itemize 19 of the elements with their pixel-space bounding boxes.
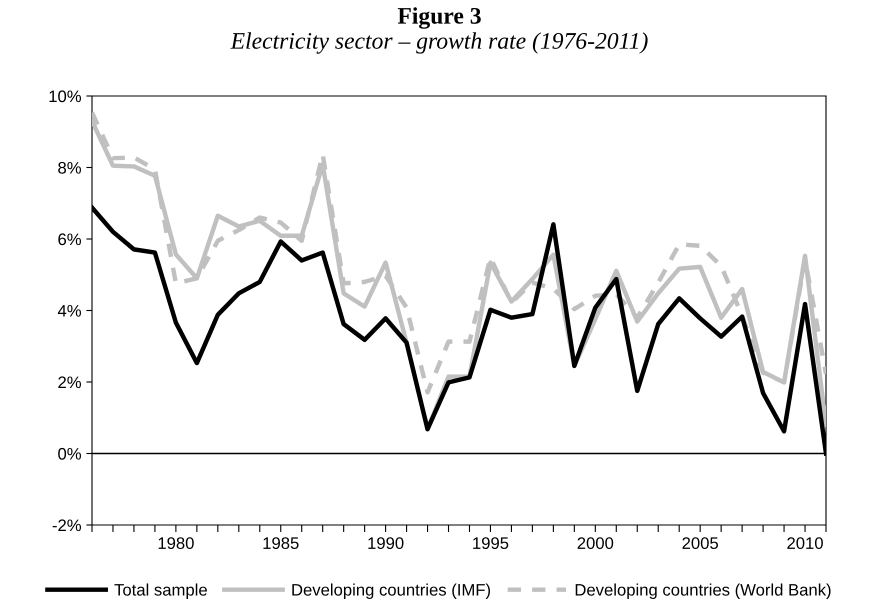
y-tick-label: 0% bbox=[58, 448, 81, 460]
y-tick-label: 4% bbox=[58, 304, 81, 317]
legend-label: Developing countries (IMF) bbox=[292, 583, 490, 599]
chart-subtitle: Electricity sector – growth rate (1976-2011) bbox=[230, 32, 648, 54]
y-tick-label: 2% bbox=[58, 376, 81, 388]
y-tick-label: 8% bbox=[58, 162, 81, 174]
chart-title: Figure 3 bbox=[398, 7, 481, 29]
legend-label: Developing countries (World Bank) bbox=[576, 583, 831, 599]
y-tick-label: 10% bbox=[49, 90, 81, 102]
x-tick-label: 1995 bbox=[473, 537, 508, 550]
x-tick-label: 1990 bbox=[368, 537, 404, 550]
x-tick-label: 2000 bbox=[578, 537, 614, 550]
legend-label: Total sample bbox=[114, 583, 207, 599]
x-tick-label: 1980 bbox=[158, 537, 194, 550]
x-tick-label: 2010 bbox=[787, 537, 823, 550]
y-tick-label: -2% bbox=[52, 519, 81, 532]
y-tick-label: 6% bbox=[58, 233, 81, 246]
x-tick-label: 2005 bbox=[682, 537, 718, 550]
x-tick-label: 1985 bbox=[263, 537, 299, 550]
